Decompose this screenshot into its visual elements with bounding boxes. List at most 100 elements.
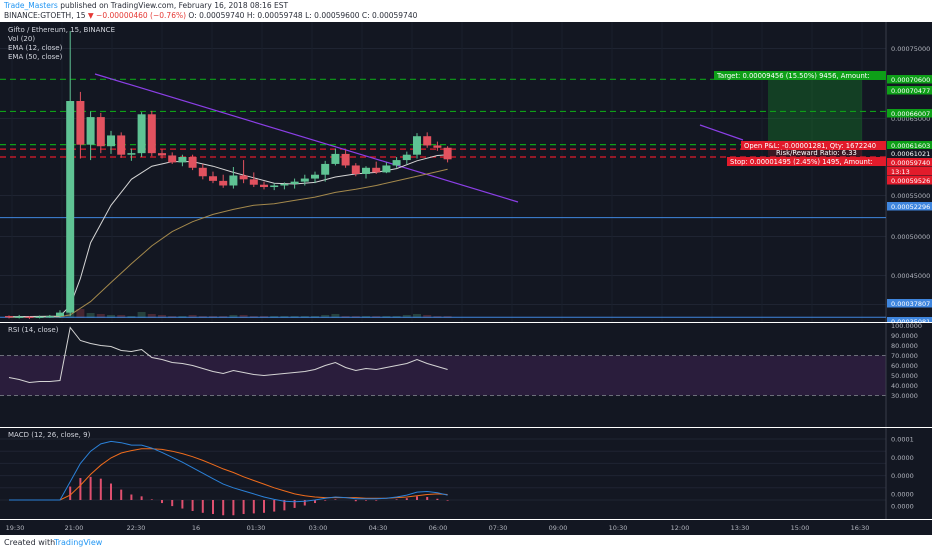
candle-body (137, 114, 146, 154)
time-tick-label: 15:00 (791, 524, 810, 532)
symbol-text: BINANCE:GTOETH, 15 (4, 11, 86, 20)
candle-body (402, 154, 411, 161)
price-tag-bg (887, 141, 932, 150)
rsi-tick-label: 40.0000 (891, 382, 918, 390)
volume-bar (137, 312, 146, 318)
candle-body (341, 153, 350, 166)
candle-body (239, 175, 248, 180)
candle-body (35, 316, 44, 318)
volume-bar (158, 315, 166, 318)
volume-bar (147, 314, 156, 318)
price-tag: 0.00059740 (891, 159, 930, 167)
candle-body (321, 163, 330, 175)
candle-body (290, 181, 299, 184)
candle-body (229, 175, 238, 186)
volume-bar (117, 315, 126, 318)
time-tick-label: 10:30 (609, 524, 628, 532)
candle-body (45, 316, 54, 318)
ema50-line (8, 168, 448, 318)
macd-tick-label: 0.0000 (891, 490, 914, 498)
stop-label: Stop: 0.00001495 (2.45%) 1495, Amount: (730, 158, 873, 166)
volume-bar (331, 314, 340, 318)
price-tag-bg (887, 75, 932, 84)
time-axis-panel: 19:30 21:00 22:30 16 01:30 03:00 04:30 06:00 07:… (0, 520, 932, 535)
price-tick-label: 0.00050000 (891, 233, 930, 241)
price-chart[interactable]: 0.00075000 0.00065000 0.00055000 0.00050000… (0, 22, 932, 334)
rsi-chart[interactable]: 100.0000 90.0000 80.0000 70.0000 60.0000 50.0… (0, 322, 932, 427)
rsi-line (8, 326, 448, 384)
time-tick-label: 04:30 (369, 524, 388, 532)
candle-body (443, 147, 452, 160)
price-tag-bg (887, 167, 932, 176)
price-tag-bg (887, 158, 932, 167)
candle-body (86, 117, 95, 145)
risk-reward-label: Risk/Reward Ratio: 6.33 (776, 149, 857, 157)
price-tag-bg (887, 176, 932, 185)
time-axis: 19:30 21:00 22:30 16 01:30 03:00 04:30 06:00 07:… (6, 524, 870, 532)
macd-tick-label: 0.0001 (891, 436, 914, 444)
price-tick-label: 0.00055000 (891, 192, 930, 200)
price-tag: 13:13 (891, 168, 910, 176)
price-tag-bg (887, 202, 932, 211)
candle-body (331, 153, 340, 164)
candle-body (5, 316, 13, 318)
rsi-band (0, 355, 886, 396)
rsi-tick-label: 30.0000 (891, 392, 918, 400)
candle-body (260, 184, 268, 188)
ema12-line (8, 154, 448, 318)
time-tick-label: 09:00 (549, 524, 568, 532)
price-tag-bg (887, 109, 932, 118)
legend-ema12: EMA (12, close) (8, 44, 63, 52)
price-tag: 0.00066007 (891, 110, 930, 118)
candle-body (219, 180, 228, 186)
price-tag: 0.00037807 (891, 300, 930, 308)
candle-body (300, 178, 309, 182)
price-tag-bg (887, 149, 932, 158)
price-tag: 0.00061021 (891, 150, 930, 158)
rsi-tick-label: 50.0000 (891, 372, 918, 380)
price-panel[interactable]: 0.00075000 0.00065000 0.00055000 0.00050000… (0, 22, 932, 334)
author-link[interactable]: Trade_Masters (4, 1, 58, 10)
time-tick-label: 16:30 (851, 524, 870, 532)
candle-body (382, 165, 391, 173)
legend-title: Gifto / Ethereum, 15, BINANCE (8, 26, 115, 34)
candle-body (158, 153, 166, 156)
candle-body (198, 167, 207, 177)
time-tick-label: 16 (192, 524, 200, 532)
time-tick-label: 06:00 (429, 524, 448, 532)
candle-body (66, 101, 75, 313)
candle-body (249, 179, 258, 185)
price-tag: 0.00052296 (891, 203, 930, 211)
candle-body (107, 135, 115, 147)
publish-line: Trade_Masters published on TradingView.c… (4, 0, 288, 11)
published-text: published on TradingView.com, February 1… (60, 1, 289, 10)
volume-bar (76, 309, 85, 318)
target-label-bg (714, 71, 886, 80)
macd-chart[interactable]: 0.0001 0.0000 0.0000 0.0000 0.0000 (0, 428, 932, 519)
target-zone (768, 75, 862, 146)
candle-body (372, 167, 381, 173)
price-tick-label: 0.00045000 (891, 272, 930, 280)
price-tag: 0.00070477 (891, 87, 930, 95)
open-pnl-label-bg (741, 141, 886, 150)
macd-tick-label: 0.0000 (891, 454, 914, 462)
candle-body (188, 157, 197, 168)
short-trendline (699, 124, 744, 141)
candle-body (25, 316, 34, 318)
macd-tick-label: 0.0000 (891, 503, 914, 511)
legend-ema50: EMA (50, close) (8, 53, 63, 61)
candle-body (280, 183, 289, 186)
candle-body (117, 135, 126, 155)
candle-body (423, 136, 432, 146)
macd-panel[interactable]: 0.0001 0.0000 0.0000 0.0000 0.0000 (0, 428, 932, 519)
price-tag: 0.00059526 (891, 177, 930, 185)
candle-body (433, 145, 442, 148)
candle-body (209, 176, 217, 181)
rsi-panel[interactable]: 100.0000 90.0000 80.0000 70.0000 60.0000 50.0… (0, 322, 932, 427)
price-tag-bg (887, 299, 932, 308)
rsi-tick-label: 100.0000 (891, 323, 922, 330)
tradingview-logo[interactable]: TradingView (54, 538, 103, 547)
stop-label-bg (727, 157, 886, 166)
change-text: ▼ −0.00000460 (−0.76%) (87, 11, 187, 20)
descending-trendline (94, 73, 519, 203)
